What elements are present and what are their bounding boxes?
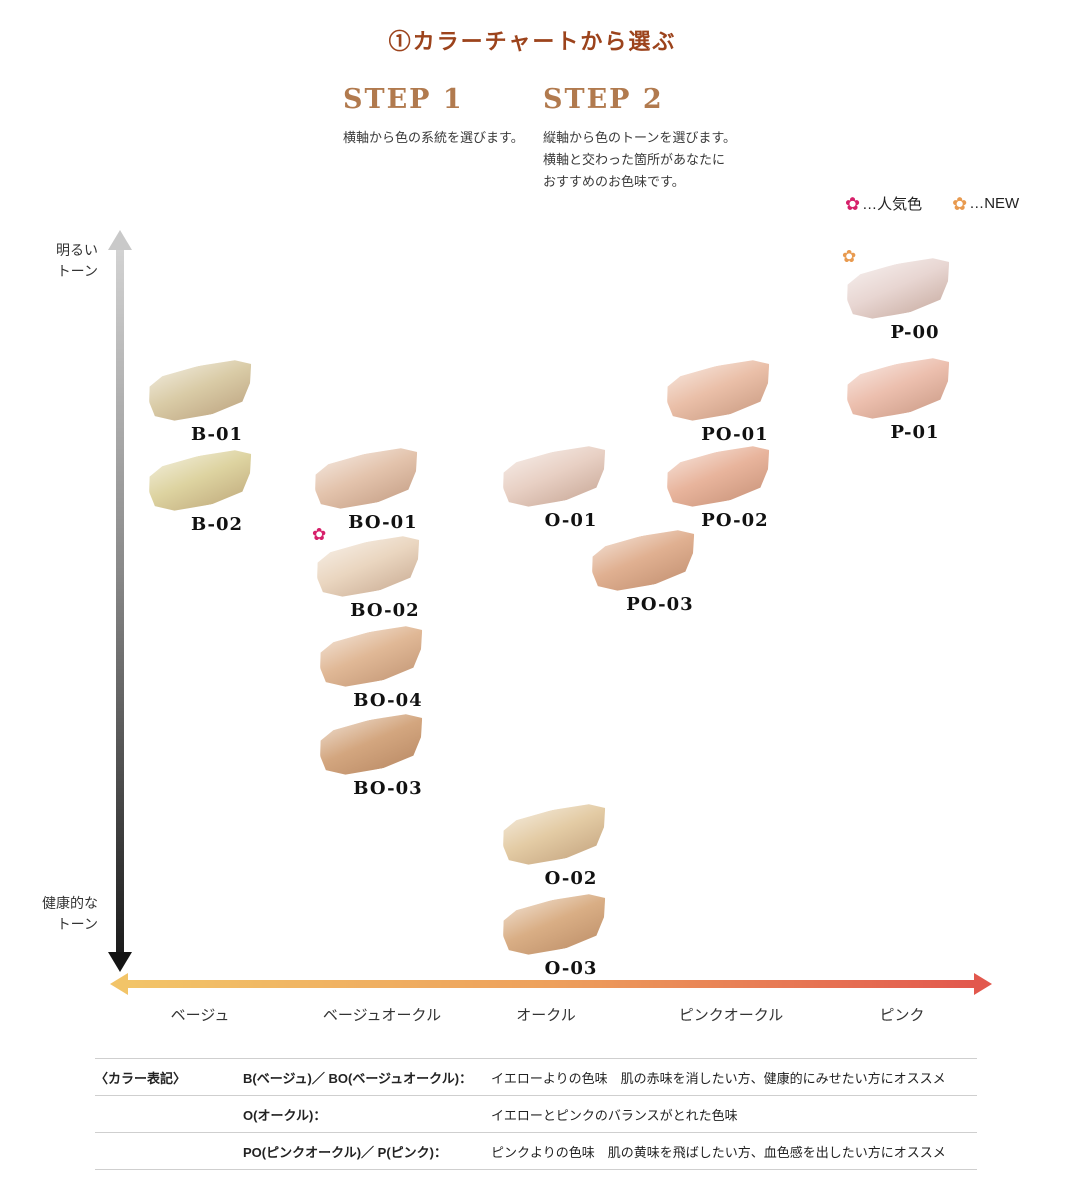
vertical-tone-axis <box>106 230 134 972</box>
shade-label: B-02 <box>190 514 244 535</box>
shade-label: O-02 <box>544 868 598 889</box>
horizontal-axis-line <box>128 980 974 988</box>
foundation-smear <box>501 441 610 513</box>
popular-flower-icon: ✿ <box>845 193 861 214</box>
foundation-smear <box>665 355 774 427</box>
shade-label: PO-02 <box>701 510 769 531</box>
shade-code-term: B(ベージュ)／ BO(ベージュオークル)： <box>243 1070 473 1086</box>
step-2: STEP 2 縦軸から色のトーンを選びます。 横軸と交わった箇所があなたに おす… <box>543 84 736 193</box>
x-axis-category: ピンク <box>879 1007 925 1024</box>
foundation-smear <box>315 531 424 603</box>
step-2-heading: STEP 2 <box>543 84 664 115</box>
foundation-smear <box>845 253 954 325</box>
x-axis-category: ベージュ <box>170 1007 230 1024</box>
shade-swatch-po-02: PO-02 <box>660 446 778 531</box>
x-axis-category: オークル <box>516 1007 576 1024</box>
shade-swatch-bo-04: BO-04 <box>313 626 431 711</box>
step-1-description: 横軸から色の系統を選びます。 <box>343 130 524 145</box>
legend-item-new: ✿ …NEW <box>952 195 1019 213</box>
shade-code-description: ピンクよりの色味 肌の黄味を飛ばしたい方、血色感を出したい方にオススメ <box>491 1144 946 1160</box>
foundation-smear <box>313 443 422 515</box>
table-header-cell: 〈カラー表記〉 <box>95 1070 187 1086</box>
shade-label: BO-01 <box>348 512 418 533</box>
shade-swatch-p-00: P-00 ✿ <box>840 248 958 343</box>
page-title: ①カラーチャートから選ぶ <box>388 29 677 55</box>
horizontal-color-axis <box>110 972 992 996</box>
foundation-smear <box>147 445 256 517</box>
shade-code-description: イエローとピンクのバランスがとれた色味 <box>491 1107 738 1123</box>
tone-label-bright: 明るい トーン <box>56 242 98 279</box>
shade-swatch-p-01: P-01 <box>840 358 958 443</box>
shade-code-description: イエローよりの色味 肌の赤味を消したい方、健康的にみせたい方にオススメ <box>491 1070 946 1086</box>
legend-label: …人気色 <box>862 196 923 213</box>
tone-label-healthy: 健康的な トーン <box>42 895 98 932</box>
popular-flower-icon: ✿ <box>312 525 327 544</box>
color-legend-table: 〈カラー表記〉 B(ベージュ)／ BO(ベージュオークル)： イエローよりの色味 肌… <box>95 1058 977 1170</box>
table-row: 〈カラー表記〉 B(ベージュ)／ BO(ベージュオークル)： イエローよりの色味 肌… <box>95 1058 977 1095</box>
shade-label: P-00 <box>890 322 940 343</box>
shade-swatch-b-02: B-02 <box>142 450 260 535</box>
step-1: STEP 1 横軸から色の系統を選びます。 <box>343 84 524 149</box>
x-axis-category: ピンクオークル <box>678 1007 784 1024</box>
shade-label: O-03 <box>544 958 598 979</box>
legend-label: …NEW <box>969 195 1020 212</box>
shade-swatch-bo-02: BO-02 ✿ <box>310 526 428 621</box>
x-axis-category: ベージュオークル <box>322 1007 442 1024</box>
shade-swatch-b-01: B-01 <box>142 360 260 445</box>
arrow-down-icon <box>108 952 132 972</box>
shade-label: B-01 <box>190 424 244 445</box>
shade-label: BO-04 <box>353 690 423 711</box>
shade-swatch-bo-03: BO-03 <box>313 714 431 799</box>
foundation-smear <box>590 525 699 597</box>
foundation-smear <box>501 889 610 961</box>
arrow-up-icon <box>108 230 132 250</box>
foundation-smear <box>147 355 256 427</box>
new-flower-icon: ✿ <box>952 193 968 214</box>
foundation-smear <box>318 709 427 781</box>
shade-swatch-po-03: PO-03 <box>585 530 703 615</box>
foundation-smear <box>501 799 610 871</box>
shade-label: PO-01 <box>701 424 769 445</box>
legend: ✿ …人気色 ✿ …NEW <box>845 193 1019 214</box>
shade-swatch-po-01: PO-01 <box>660 360 778 445</box>
step-2-description: 縦軸から色のトーンを選びます。 横軸と交わった箇所があなたに おすすめのお色味で… <box>543 130 737 189</box>
table-row: O(オークル)： イエローとピンクのバランスがとれた色味 <box>95 1095 977 1132</box>
shade-label: P-01 <box>890 422 940 443</box>
step-1-heading: STEP 1 <box>343 84 464 115</box>
shade-code-term: PO(ピンクオークル)／ P(ピンク)： <box>243 1144 447 1160</box>
shade-label: BO-03 <box>353 778 423 799</box>
foundation-smear <box>318 621 427 693</box>
shade-label: BO-02 <box>350 600 420 621</box>
foundation-smear <box>665 441 774 513</box>
arrow-right-icon <box>974 973 992 995</box>
shade-label: O-01 <box>544 510 598 531</box>
shade-swatch-o-02: O-02 <box>496 804 614 889</box>
legend-item-popular: ✿ …人気色 <box>845 193 922 214</box>
shade-swatch-o-03: O-03 <box>496 894 614 979</box>
shade-swatch-o-01: O-01 <box>496 446 614 531</box>
shade-code-term: O(オークル)： <box>243 1107 327 1123</box>
new-flower-icon: ✿ <box>842 247 857 266</box>
shade-label: PO-03 <box>626 594 694 615</box>
vertical-axis-line <box>116 250 124 952</box>
arrow-left-icon <box>110 973 128 995</box>
foundation-smear <box>845 353 954 425</box>
shade-swatch-bo-01: BO-01 <box>308 448 426 533</box>
table-row: PO(ピンクオークル)／ P(ピンク)： ピンクよりの色味 肌の黄味を飛ばしたい方… <box>95 1132 977 1170</box>
